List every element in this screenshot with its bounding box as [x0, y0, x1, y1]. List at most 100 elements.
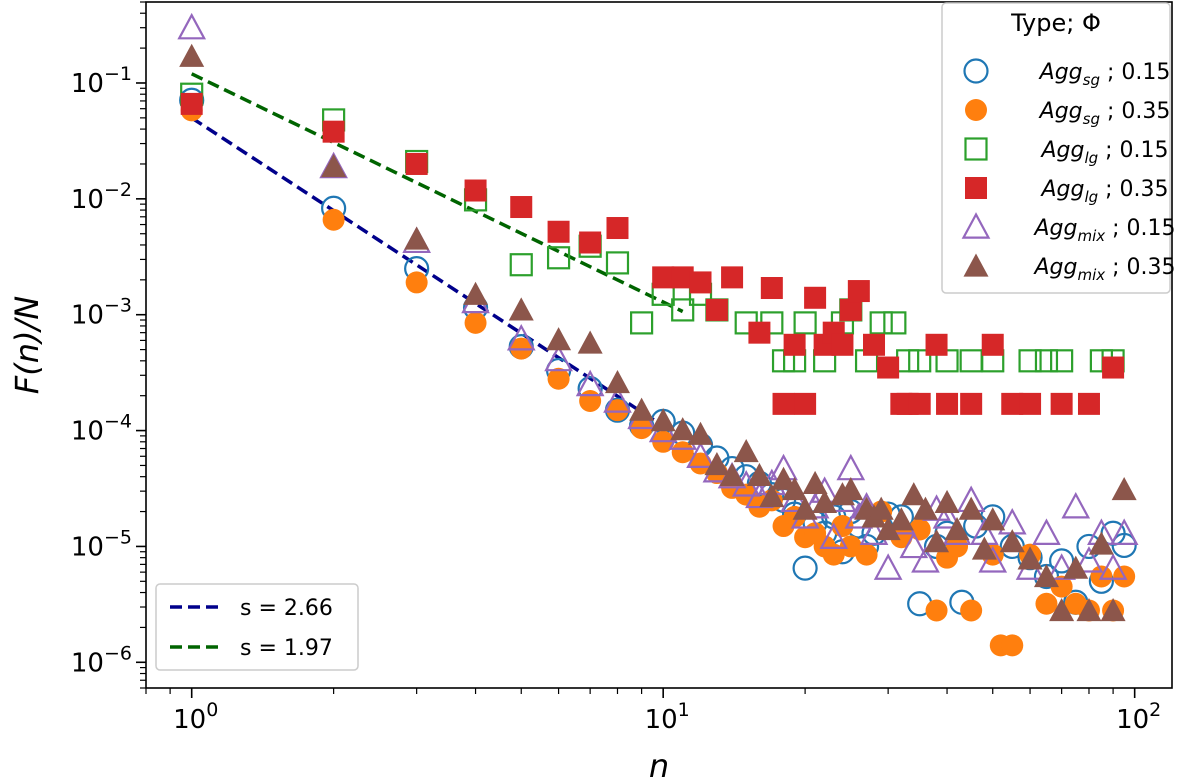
data-point — [705, 298, 728, 321]
data-point — [1098, 553, 1128, 580]
data-point — [405, 152, 428, 175]
fit-legend-entry: s = 1.97 — [170, 636, 333, 661]
data-point — [772, 392, 795, 415]
data-point — [883, 311, 907, 335]
data-point — [464, 179, 487, 202]
data-point — [506, 323, 536, 351]
legend-entry: Agglg ; 0.15 — [964, 137, 1169, 167]
data-point — [544, 344, 573, 372]
data-point — [1050, 392, 1073, 415]
data-point — [873, 553, 903, 580]
data-point — [579, 231, 602, 254]
data-point — [792, 555, 818, 581]
fit-legend-label: s = 2.66 — [240, 596, 333, 621]
data-point — [546, 327, 572, 351]
data-point — [925, 333, 948, 356]
legend-marker — [961, 212, 991, 239]
data-point — [721, 266, 744, 289]
data-point — [180, 92, 203, 115]
data-point — [944, 517, 970, 541]
data-point — [733, 438, 759, 463]
x-axis-label: n — [649, 747, 669, 781]
data-point — [1001, 634, 1024, 657]
data-point — [746, 462, 772, 487]
data-point — [855, 543, 878, 566]
data-point — [579, 389, 602, 412]
data-point — [704, 451, 730, 476]
legend-title: Type; Φ — [1010, 9, 1101, 37]
data-point — [1111, 532, 1137, 559]
legend-label: Aggmix ; 0.35 — [1032, 255, 1175, 284]
data-point — [650, 408, 676, 432]
data-point — [759, 483, 785, 508]
data-point — [812, 489, 838, 514]
data-point — [671, 298, 695, 322]
y-tick-label: 10−4 — [71, 411, 132, 447]
data-point — [1050, 349, 1074, 373]
data-point — [546, 246, 571, 270]
data-point — [936, 392, 959, 415]
data-point — [960, 392, 983, 415]
data-point — [1111, 477, 1137, 501]
data-point — [719, 462, 745, 487]
data-point — [908, 349, 932, 373]
fit-line-2 — [190, 72, 684, 314]
data-point — [1001, 392, 1024, 415]
data-point — [605, 251, 630, 275]
legend-marker — [963, 253, 989, 277]
data-point — [760, 277, 783, 300]
data-point — [1047, 553, 1076, 580]
data-point — [932, 502, 962, 529]
data-point — [1102, 356, 1125, 379]
data-point — [509, 253, 533, 277]
data-point — [925, 599, 948, 622]
data-point — [924, 529, 950, 553]
data-point — [1034, 349, 1059, 373]
x-axis: 100 101 102 — [145, 688, 1161, 735]
data-point — [934, 489, 960, 514]
data-point — [971, 536, 997, 560]
data-point — [960, 599, 983, 622]
data-point — [908, 392, 931, 415]
data-point — [322, 208, 345, 231]
data-point — [978, 546, 1008, 573]
data-point — [1063, 555, 1089, 579]
data-point — [463, 281, 489, 305]
data-point — [802, 470, 828, 495]
data-point — [671, 266, 694, 289]
y-tick-label: 10−5 — [71, 526, 132, 562]
data-point — [875, 517, 901, 541]
legend-marker — [964, 137, 988, 161]
data-point — [464, 311, 487, 334]
data-point — [405, 271, 428, 294]
data-point — [1050, 575, 1073, 598]
fit-legend: s = 2.66 s = 1.97 — [155, 583, 359, 671]
data-point — [901, 482, 927, 506]
data-point — [847, 280, 870, 303]
data-point — [1074, 546, 1104, 573]
series-sg-filled — [180, 99, 1136, 657]
x-tick-label: 100 — [173, 699, 218, 735]
data-point — [177, 12, 207, 40]
plot-frame — [145, 1, 1173, 689]
data-point — [1061, 491, 1091, 519]
data-point — [980, 507, 1006, 531]
y-tick-label: 10−1 — [71, 63, 132, 99]
data-point — [671, 441, 694, 464]
legend-frame — [941, 2, 1171, 294]
data-point — [689, 271, 712, 294]
y-axis: 10−6 10−5 10−4 10−3 10−2 10−1 — [71, 1, 146, 689]
data-point — [547, 220, 570, 243]
data-point — [999, 529, 1025, 553]
data-point — [322, 120, 345, 143]
data-point — [912, 496, 938, 520]
data-point — [877, 356, 900, 379]
data-point — [1019, 392, 1042, 415]
legend-label: Agglg ; 0.15 — [1039, 138, 1168, 167]
y-tick-label: 10−3 — [71, 295, 132, 331]
data-point — [792, 496, 818, 520]
series-lg-filled — [180, 92, 1125, 415]
series-mix-filled — [179, 43, 1137, 622]
data-point — [1049, 597, 1075, 622]
